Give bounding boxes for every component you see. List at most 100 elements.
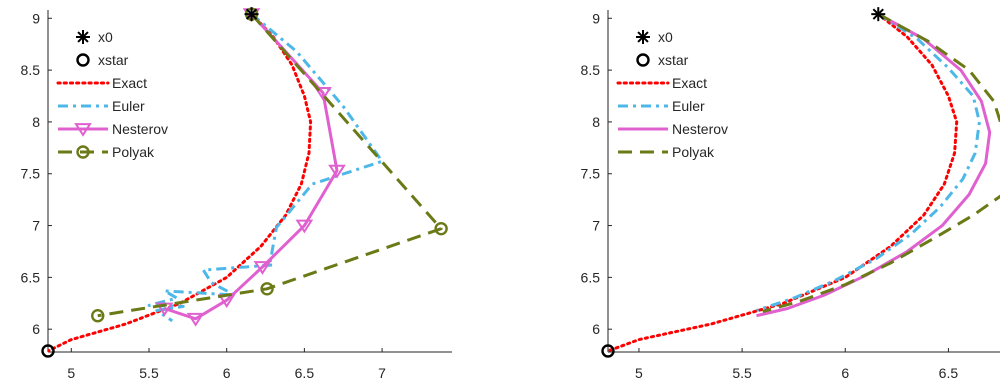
x-tick: 5.5 <box>139 348 159 381</box>
legend-item-xstar: xstar <box>76 52 129 68</box>
legend-item-nesterov: Nesterov <box>618 121 728 137</box>
y-tick-label: 6.5 <box>21 269 41 285</box>
y-tick-label: 8 <box>32 114 40 130</box>
chart-panel-1: 6 6.5 7 7.5 8 8.5 9 5 5.5 6 6.5 7 x0 xstar Exact Euler N… <box>21 7 452 381</box>
series-marker-nesterov <box>253 261 272 275</box>
legend-item-xstar: xstar <box>636 52 689 68</box>
y-tick: 6 <box>32 321 52 337</box>
series-line-euler <box>147 12 384 323</box>
x-tick-label: 5.5 <box>732 365 752 381</box>
legend-label: x0 <box>98 29 113 45</box>
y-tick-label: 9 <box>32 10 40 26</box>
legend-label: Polyak <box>112 144 155 160</box>
legend-label: Exact <box>672 75 707 91</box>
y-tick-label: 7 <box>592 218 600 234</box>
x-tick: 6.5 <box>939 348 959 381</box>
legend-item-euler: Euler <box>618 98 705 114</box>
legend: x0 xstar Exact Euler Nesterov Polyak <box>616 29 728 160</box>
series-marker-nesterov <box>295 219 314 234</box>
plot-area <box>608 12 1000 353</box>
legend-item-polyak: Polyak <box>618 144 715 160</box>
legend-item-exact: Exact <box>616 75 707 91</box>
legend-item-x0: x0 <box>636 29 673 45</box>
x-tick: 5 <box>67 348 75 381</box>
y-tick: 6.5 <box>21 269 52 285</box>
series-marker-nesterov <box>328 164 346 179</box>
plot-area <box>48 7 448 353</box>
x-tick-label: 6.5 <box>939 365 959 381</box>
x-tick-label: 6.5 <box>295 365 315 381</box>
y-tick: 8.5 <box>21 62 52 78</box>
legend-marker-nesterov <box>74 123 92 137</box>
y-tick: 7.5 <box>21 166 52 182</box>
legend-label: xstar <box>658 52 689 68</box>
point-x0 <box>244 7 259 22</box>
y-tick-label: 7.5 <box>21 166 41 182</box>
series-line-exact <box>608 12 959 353</box>
series-line-polyak <box>97 13 443 318</box>
y-tick: 7.5 <box>581 166 612 182</box>
x-tick: 6 <box>841 348 849 381</box>
y-tick-label: 6 <box>592 321 600 337</box>
y-tick-label: 8.5 <box>21 62 41 78</box>
y-tick-label: 6.5 <box>581 269 601 285</box>
chart-panel-2: 6 6.5 7 7.5 8 8.5 9 5 5.5 6 6.5 x0 xstar Exact Euler Ne… <box>581 7 1000 381</box>
y-tick: 6 <box>592 321 612 337</box>
x-tick: 7 <box>378 348 386 381</box>
y-tick: 9 <box>32 10 52 26</box>
x-tick: 6 <box>223 348 231 381</box>
y-tick: 7 <box>592 218 612 234</box>
legend-label: Euler <box>112 98 145 114</box>
series-marker-nesterov <box>186 312 205 327</box>
legend-item-polyak: Polyak <box>58 144 155 160</box>
legend-swatch-xstar <box>636 53 650 67</box>
legend-swatch-xstar <box>76 53 90 67</box>
y-tick: 8 <box>592 114 612 130</box>
x-tick-label: 5 <box>635 365 643 381</box>
legend-swatch-x0 <box>636 30 650 44</box>
legend-item-exact: Exact <box>56 75 147 91</box>
legend-label: Exact <box>112 75 147 91</box>
legend-label: Euler <box>672 98 705 114</box>
point-x0 <box>871 7 886 22</box>
series-marker-nesterov <box>314 87 332 101</box>
x-tick-label: 6 <box>841 365 849 381</box>
series-marker-polyak <box>260 282 274 296</box>
x-tick: 5 <box>635 348 643 381</box>
x-tick-label: 6 <box>223 365 231 381</box>
x-tick: 6.5 <box>295 348 315 381</box>
series-marker-polyak <box>91 309 105 323</box>
x-tick-label: 5 <box>67 365 75 381</box>
legend-swatch-x0 <box>76 30 90 44</box>
legend-marker-polyak <box>76 145 90 159</box>
y-tick-label: 7 <box>32 218 40 234</box>
y-tick-label: 8.5 <box>581 62 601 78</box>
legend-item-nesterov: Nesterov <box>58 121 168 137</box>
point-xstar <box>41 344 55 358</box>
y-tick-label: 7.5 <box>581 166 601 182</box>
y-tick: 9 <box>592 10 612 26</box>
series-line-euler <box>756 12 981 312</box>
x-tick: 5.5 <box>732 348 752 381</box>
legend-label: xstar <box>98 52 129 68</box>
y-tick-label: 9 <box>592 10 600 26</box>
legend-label: Polyak <box>672 144 715 160</box>
legend-item-x0: x0 <box>76 29 113 45</box>
y-tick-label: 6 <box>32 321 40 337</box>
legend-label: x0 <box>658 29 673 45</box>
x-tick-label: 5.5 <box>139 365 159 381</box>
legend-label: Nesterov <box>672 121 728 137</box>
y-tick: 6.5 <box>581 269 612 285</box>
x-tick-label: 7 <box>378 365 386 381</box>
legend-label: Nesterov <box>112 121 168 137</box>
y-tick-label: 8 <box>592 114 600 130</box>
series-line-exact <box>48 12 313 353</box>
series-line-nesterov <box>756 12 992 318</box>
y-tick: 8.5 <box>581 62 612 78</box>
legend: x0 xstar Exact Euler Nesterov Polyak <box>56 29 168 160</box>
legend-item-euler: Euler <box>58 98 145 114</box>
series-line-polyak <box>762 12 1000 314</box>
series-marker-polyak <box>434 221 448 236</box>
y-tick: 7 <box>32 218 52 234</box>
